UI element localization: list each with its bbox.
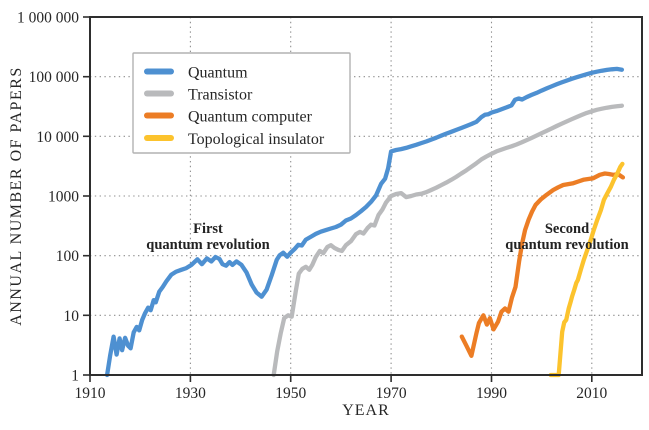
y-axis-title: ANNUAL NUMBER OF PAPERS — [8, 66, 25, 326]
legend: Quantum Transistor Quantum computer Topo… — [132, 52, 351, 154]
y-tick-label: 1 000 000 — [17, 10, 79, 27]
legend-label-quantum-computer: Quantum computer — [188, 109, 313, 126]
annotation-line: quantum revolution — [505, 237, 628, 253]
y-tick-label: 10 — [64, 308, 80, 325]
y-tick-label: 100 000 — [29, 69, 80, 86]
x-tick-label: 1990 — [476, 385, 507, 402]
x-tick-label: 1970 — [376, 385, 407, 402]
y-tick-label: 1000 — [48, 189, 79, 206]
series-line-quantum-computer — [459, 171, 626, 358]
legend-label-quantum: Quantum — [188, 65, 248, 82]
annotation-line: quantum revolution — [146, 237, 269, 253]
legend-label-transistor: Transistor — [188, 87, 253, 104]
annotation-first-quantum-revolution: First quantum revolution — [146, 221, 269, 253]
series-line-topological-insulator — [548, 161, 625, 378]
x-tick-label: 2010 — [576, 385, 607, 402]
series-lines — [104, 66, 626, 378]
series-line-transistor — [271, 103, 625, 378]
axis-tick-labels: 1 10 100 1000 10 000 100 000 1 000 000 1910 1930… — [17, 10, 608, 403]
y-tick-label: 100 — [56, 248, 80, 265]
annotation-second-quantum-revolution: Second quantum revolution — [505, 221, 628, 253]
legend-label-topological-insulator: Topological insulator — [188, 131, 325, 148]
legend-swatch-transistor — [144, 90, 174, 97]
legend-swatch-topological-insulator — [144, 135, 174, 141]
x-axis-title: YEAR — [342, 402, 390, 419]
legend-swatch-quantum-computer — [144, 112, 174, 119]
legend-box — [132, 52, 351, 154]
series-line-quantum — [104, 66, 625, 378]
axis-ticks — [83, 16, 593, 382]
x-tick-label: 1910 — [75, 385, 106, 402]
legend-swatch-quantum — [144, 68, 174, 75]
annotation-line: First — [193, 221, 223, 237]
x-tick-label: 1950 — [275, 385, 306, 402]
x-tick-label: 1930 — [175, 385, 206, 402]
annotation-line: Second — [545, 221, 589, 237]
y-tick-label: 10 000 — [36, 129, 79, 146]
y-tick-label: 1 — [71, 368, 79, 385]
